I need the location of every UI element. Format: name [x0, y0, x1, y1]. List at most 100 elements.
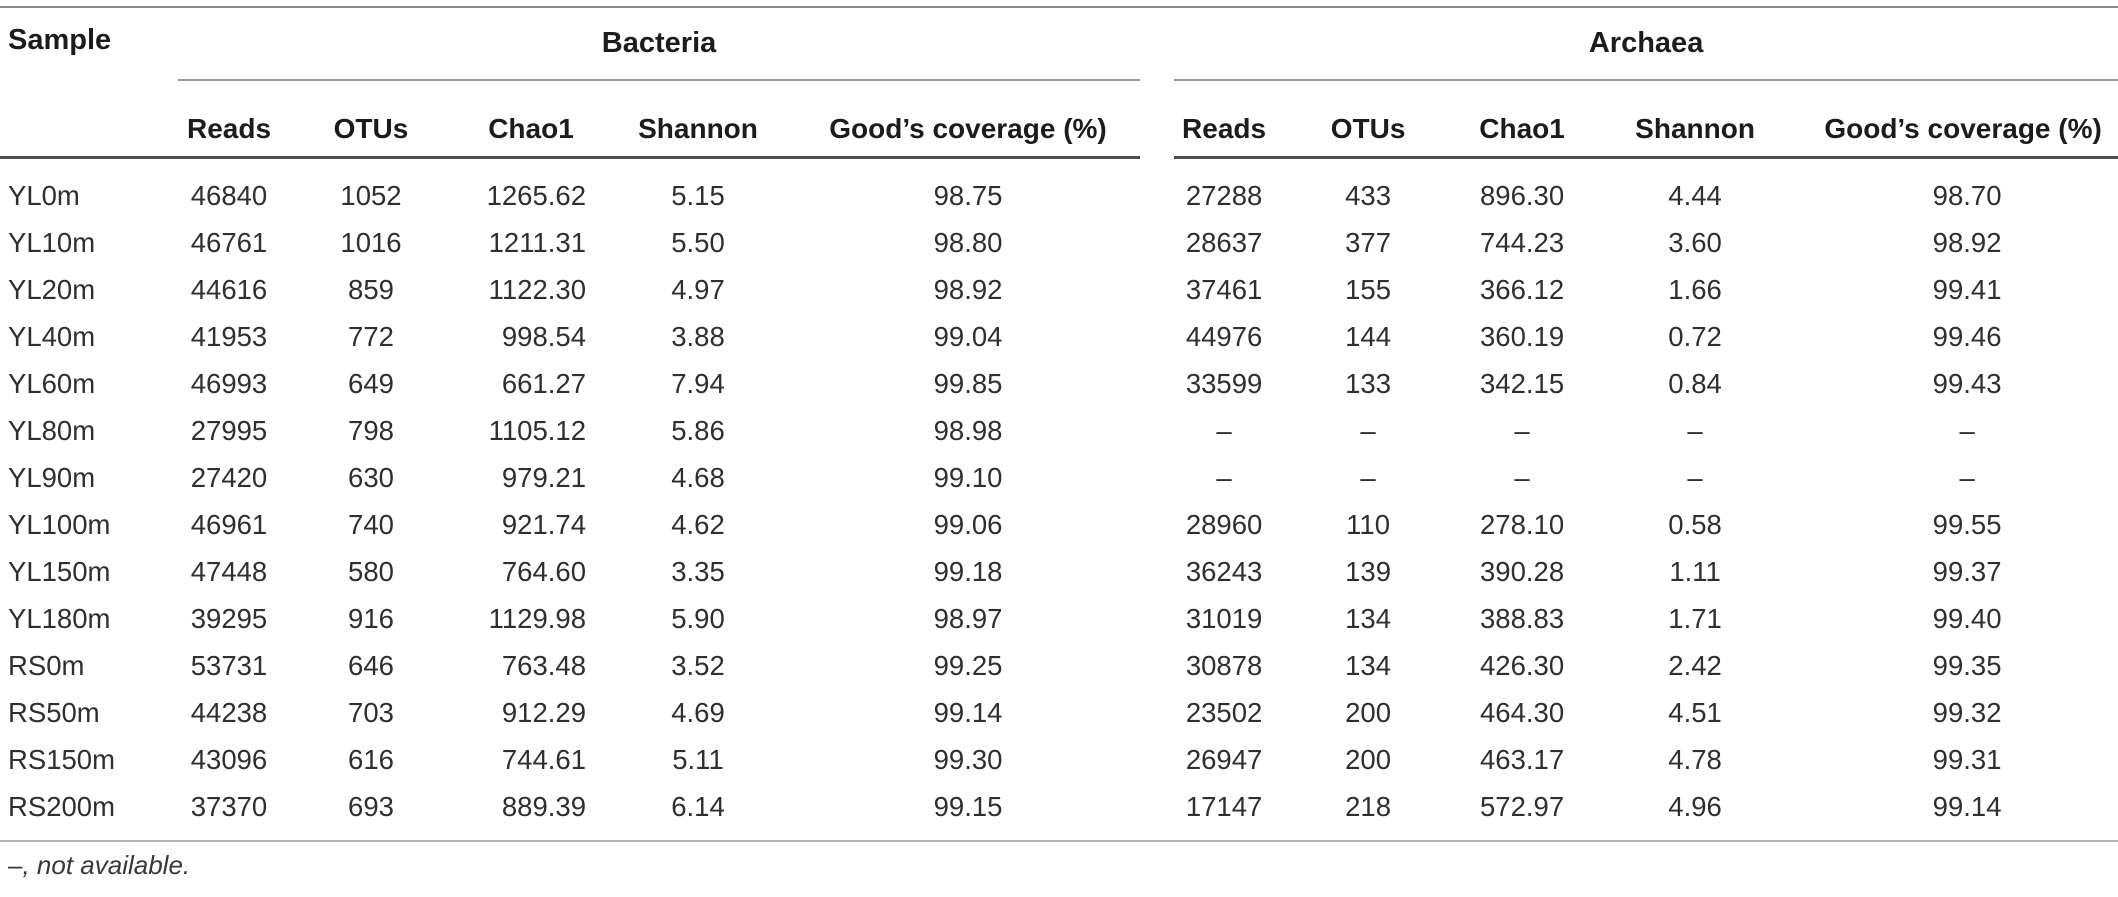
gap-cell: [1140, 220, 1174, 267]
archaea-otus-cell: –: [1360, 415, 1376, 446]
archaea-reads-cell: 17147: [1185, 791, 1263, 822]
bacteria-otus-cell: 740: [348, 509, 394, 540]
bacteria-chao1-cell: 921.74: [501, 509, 586, 540]
table-header: Sample Bacteria Archaea Reads OTUs Chao1…: [0, 7, 2118, 159]
archaea-goods-coverage-cell: 99.41: [1932, 274, 2002, 305]
archaea-chao1-cell: –: [1514, 462, 1530, 493]
archaea-reads-cell: 23502: [1185, 697, 1263, 728]
archaea-otus-cell: 200: [1345, 697, 1391, 728]
bacteria-shannon-header: Shannon: [600, 80, 796, 159]
gap-cell: [1140, 737, 1174, 784]
table-row: YL40m 41953 772 998.54 3.88 99.04 44976 144 360.…: [0, 314, 2118, 361]
archaea-goods-coverage-cell: 99.40: [1932, 603, 2002, 634]
archaea-otus-cell: 200: [1345, 744, 1391, 775]
table-row: YL150m 47448 580 764.60 3.35 99.18 36243 139 390…: [0, 549, 2118, 596]
archaea-chao1-cell: –: [1514, 415, 1530, 446]
bacteria-otus-cell: 630: [348, 462, 394, 493]
archaea-otus-cell: 433: [1345, 180, 1391, 211]
bacteria-goods-coverage-header: Good’s coverage (%): [796, 80, 1141, 159]
archaea-otus-cell: –: [1360, 462, 1376, 493]
archaea-shannon-cell: 2.42: [1668, 650, 1722, 681]
bacteria-shannon-cell: 6.14: [671, 791, 725, 822]
bacteria-chao1-cell: 1265.62: [486, 180, 586, 211]
archaea-otus-cell: 144: [1345, 321, 1391, 352]
archaea-reads-cell: 37461: [1185, 274, 1263, 305]
bacteria-chao1-header: Chao1: [462, 80, 600, 159]
archaea-shannon-cell: 3.60: [1668, 227, 1722, 258]
table-footnote: –, not available.: [8, 849, 191, 880]
group-gap: [1140, 7, 1174, 157]
bacteria-reads-cell: 44616: [190, 274, 268, 305]
archaea-shannon-cell: 1.66: [1668, 274, 1722, 305]
bacteria-chao1-cell: 889.39: [501, 791, 586, 822]
archaea-otus-cell: 110: [1346, 509, 1390, 540]
archaea-reads-cell: 27288: [1185, 180, 1263, 211]
gap-cell: [1140, 361, 1174, 408]
sample-cell: YL150m: [8, 556, 111, 587]
sample-cell: YL0m: [8, 180, 80, 211]
sample-cell: RS150m: [8, 744, 115, 775]
archaea-reads-cell: 44976: [1185, 321, 1263, 352]
archaea-shannon-header: Shannon: [1582, 80, 1809, 159]
bacteria-shannon-cell: 4.69: [671, 697, 725, 728]
table-row: RS0m 53731 646 763.48 3.52 99.25 30878 134 426.3…: [0, 643, 2118, 690]
gap-cell: [1140, 314, 1174, 361]
gap-cell: [1140, 267, 1174, 314]
bacteria-reads-cell: 37370: [190, 791, 268, 822]
bacteria-shannon-cell: 5.15: [671, 180, 725, 211]
footer-divider: [0, 839, 2118, 842]
archaea-reads-cell: 31019: [1185, 603, 1263, 634]
bacteria-goods-coverage-cell: 98.98: [933, 415, 1003, 446]
archaea-goods-coverage-cell: 99.37: [1932, 556, 2002, 587]
bacteria-otus-cell: 772: [348, 321, 394, 352]
bacteria-goods-coverage-cell: 99.14: [933, 697, 1003, 728]
group-header-row: Sample Bacteria Archaea: [0, 7, 2118, 159]
bacteria-goods-coverage-cell: 99.85: [933, 368, 1003, 399]
bacteria-chao1-cell: 763.48: [501, 650, 586, 681]
bacteria-chao1-cell: 1211.31: [488, 227, 586, 258]
bacteria-reads-header: Reads: [178, 80, 280, 159]
bacteria-otus-header: OTUs: [280, 80, 462, 159]
archaea-reads-cell: 36243: [1185, 556, 1263, 587]
bacteria-shannon-cell: 3.52: [671, 650, 725, 681]
bacteria-shannon-cell: 5.11: [672, 744, 724, 775]
bacteria-shannon-cell: 3.88: [671, 321, 725, 352]
table-body: YL0m 46840 1052 1265.62 5.15 98.75 27288 433 896…: [0, 157, 2118, 831]
archaea-chao1-cell: 342.15: [1480, 368, 1565, 399]
bacteria-chao1-cell: 764.60: [501, 556, 586, 587]
archaea-shannon-cell: 1.11: [1669, 556, 1721, 587]
bacteria-goods-coverage-cell: 99.06: [933, 509, 1003, 540]
bacteria-goods-coverage-cell: 99.04: [933, 321, 1003, 352]
archaea-otus-cell: 155: [1345, 274, 1391, 305]
table-row: YL80m 27995 798 1105.12 5.86 98.98 – – – – –: [0, 408, 2118, 455]
bacteria-reads-cell: 43096: [190, 744, 268, 775]
sample-cell: YL10m: [8, 227, 96, 258]
sample-cell: RS0m: [8, 650, 85, 681]
archaea-reads-cell: –: [1216, 415, 1232, 446]
archaea-goods-coverage-cell: 98.92: [1932, 227, 2002, 258]
archaea-goods-coverage-cell: 98.70: [1932, 180, 2002, 211]
gap-cell: [1140, 643, 1174, 690]
archaea-goods-coverage-header: Good’s coverage (%): [1808, 80, 2118, 159]
archaea-reads-cell: 28637: [1185, 227, 1263, 258]
bacteria-reads-cell: 44238: [190, 697, 268, 728]
bacteria-chao1-cell: 1105.12: [488, 415, 586, 446]
bacteria-shannon-cell: 7.94: [671, 368, 725, 399]
archaea-shannon-cell: 4.44: [1668, 180, 1722, 211]
bacteria-otus-cell: 580: [348, 556, 394, 587]
bacteria-otus-cell: 1016: [340, 227, 402, 258]
archaea-reads-cell: –: [1216, 462, 1232, 493]
archaea-reads-cell: 26947: [1185, 744, 1263, 775]
archaea-otus-cell: 134: [1345, 650, 1391, 681]
bacteria-goods-coverage-cell: 99.25: [933, 650, 1003, 681]
archaea-otus-cell: 218: [1345, 791, 1391, 822]
bacteria-shannon-cell: 4.62: [671, 509, 725, 540]
archaea-goods-coverage-cell: 99.14: [1932, 791, 2002, 822]
archaea-chao1-cell: 463.17: [1480, 744, 1565, 775]
bacteria-goods-coverage-cell: 98.80: [933, 227, 1003, 258]
archaea-shannon-cell: –: [1687, 462, 1703, 493]
archaea-shannon-cell: 1.71: [1668, 603, 1722, 634]
archaea-goods-coverage-cell: –: [1959, 462, 1975, 493]
bacteria-chao1-cell: 979.21: [501, 462, 586, 493]
bacteria-reads-cell: 27995: [190, 415, 268, 446]
